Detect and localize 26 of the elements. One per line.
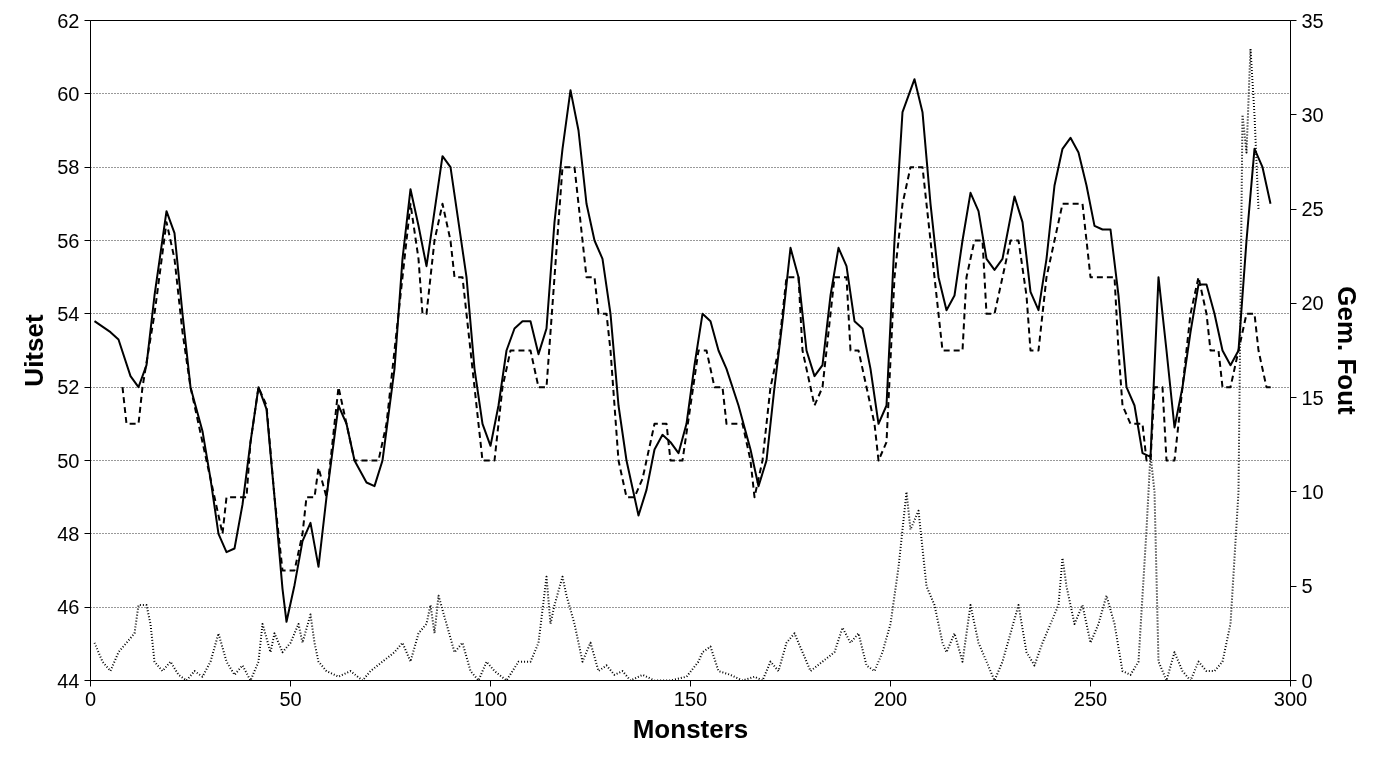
y-tick-label: 60 xyxy=(57,82,80,105)
x-tick-label: 50 xyxy=(279,687,302,710)
y2-tick-label: 30 xyxy=(1301,103,1324,126)
x-tick-label: 200 xyxy=(873,687,908,710)
x-tick-label: 150 xyxy=(673,687,708,710)
y2-tick-label: 25 xyxy=(1301,198,1324,221)
y2-tick-label: 20 xyxy=(1301,292,1324,315)
y-tick-label: 50 xyxy=(57,449,80,472)
y-tick-label: 44 xyxy=(57,669,80,692)
y2-tick-label: 5 xyxy=(1301,575,1313,598)
y2-axis-title: Gem. Fout xyxy=(1331,286,1362,416)
y-tick-label: 52 xyxy=(57,376,80,399)
y2-tick-label: 35 xyxy=(1301,9,1324,32)
y-axis-title: Uitset xyxy=(19,314,50,387)
x-axis-title: Monsters xyxy=(632,713,749,744)
y-tick-label: 56 xyxy=(57,229,80,252)
x-tick-label: 100 xyxy=(473,687,508,710)
y-tick-label: 46 xyxy=(57,596,80,619)
y2-tick-label: 15 xyxy=(1301,386,1324,409)
y-tick-label: 54 xyxy=(57,302,80,325)
x-tick-label: 0 xyxy=(84,687,97,710)
y-tick-label: 48 xyxy=(57,522,80,545)
y2-tick-label: 10 xyxy=(1301,480,1324,503)
y-tick-label: 58 xyxy=(57,156,80,179)
x-tick-label: 250 xyxy=(1073,687,1108,710)
y-tick-label: 62 xyxy=(57,9,80,32)
